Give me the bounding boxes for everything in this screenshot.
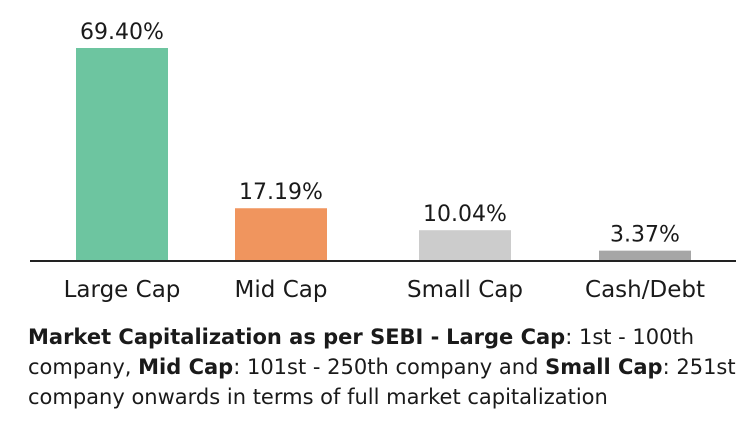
note-large-cap-label: Large Cap bbox=[446, 325, 566, 349]
data-label: 10.04% bbox=[423, 202, 507, 227]
bar-large-cap bbox=[76, 48, 168, 261]
data-label: 69.40% bbox=[80, 20, 164, 45]
note-large-cap-text: : 1st - 100th company, bbox=[28, 325, 695, 379]
note-heading: Market Capitalization as per SEBI - bbox=[28, 325, 440, 349]
data-label: 17.19% bbox=[239, 180, 323, 205]
market-cap-bar-chart: 69.40% Large Cap 17.19% Mid Cap 10.04% Small … bbox=[30, 20, 736, 303]
data-label: 3.37% bbox=[610, 223, 680, 248]
bar-cash-debt bbox=[599, 250, 691, 261]
note-small-cap-label: Small Cap bbox=[545, 355, 663, 379]
category-label: Mid Cap bbox=[235, 277, 328, 303]
category-label: Large Cap bbox=[64, 277, 181, 303]
note-mid-cap-label: Mid Cap bbox=[138, 355, 234, 379]
note-small-cap-text: : 251st company onwards in terms of full… bbox=[28, 355, 736, 409]
bar-mid-cap bbox=[235, 208, 327, 261]
bar-small-cap bbox=[419, 230, 511, 261]
note-mid-cap-text: : 101st - 250th company and bbox=[233, 355, 546, 379]
category-label: Small Cap bbox=[407, 277, 523, 303]
sebi-definition-note: Market Capitalization as per SEBI - Larg… bbox=[28, 322, 736, 412]
category-label: Cash/Debt bbox=[585, 277, 705, 303]
